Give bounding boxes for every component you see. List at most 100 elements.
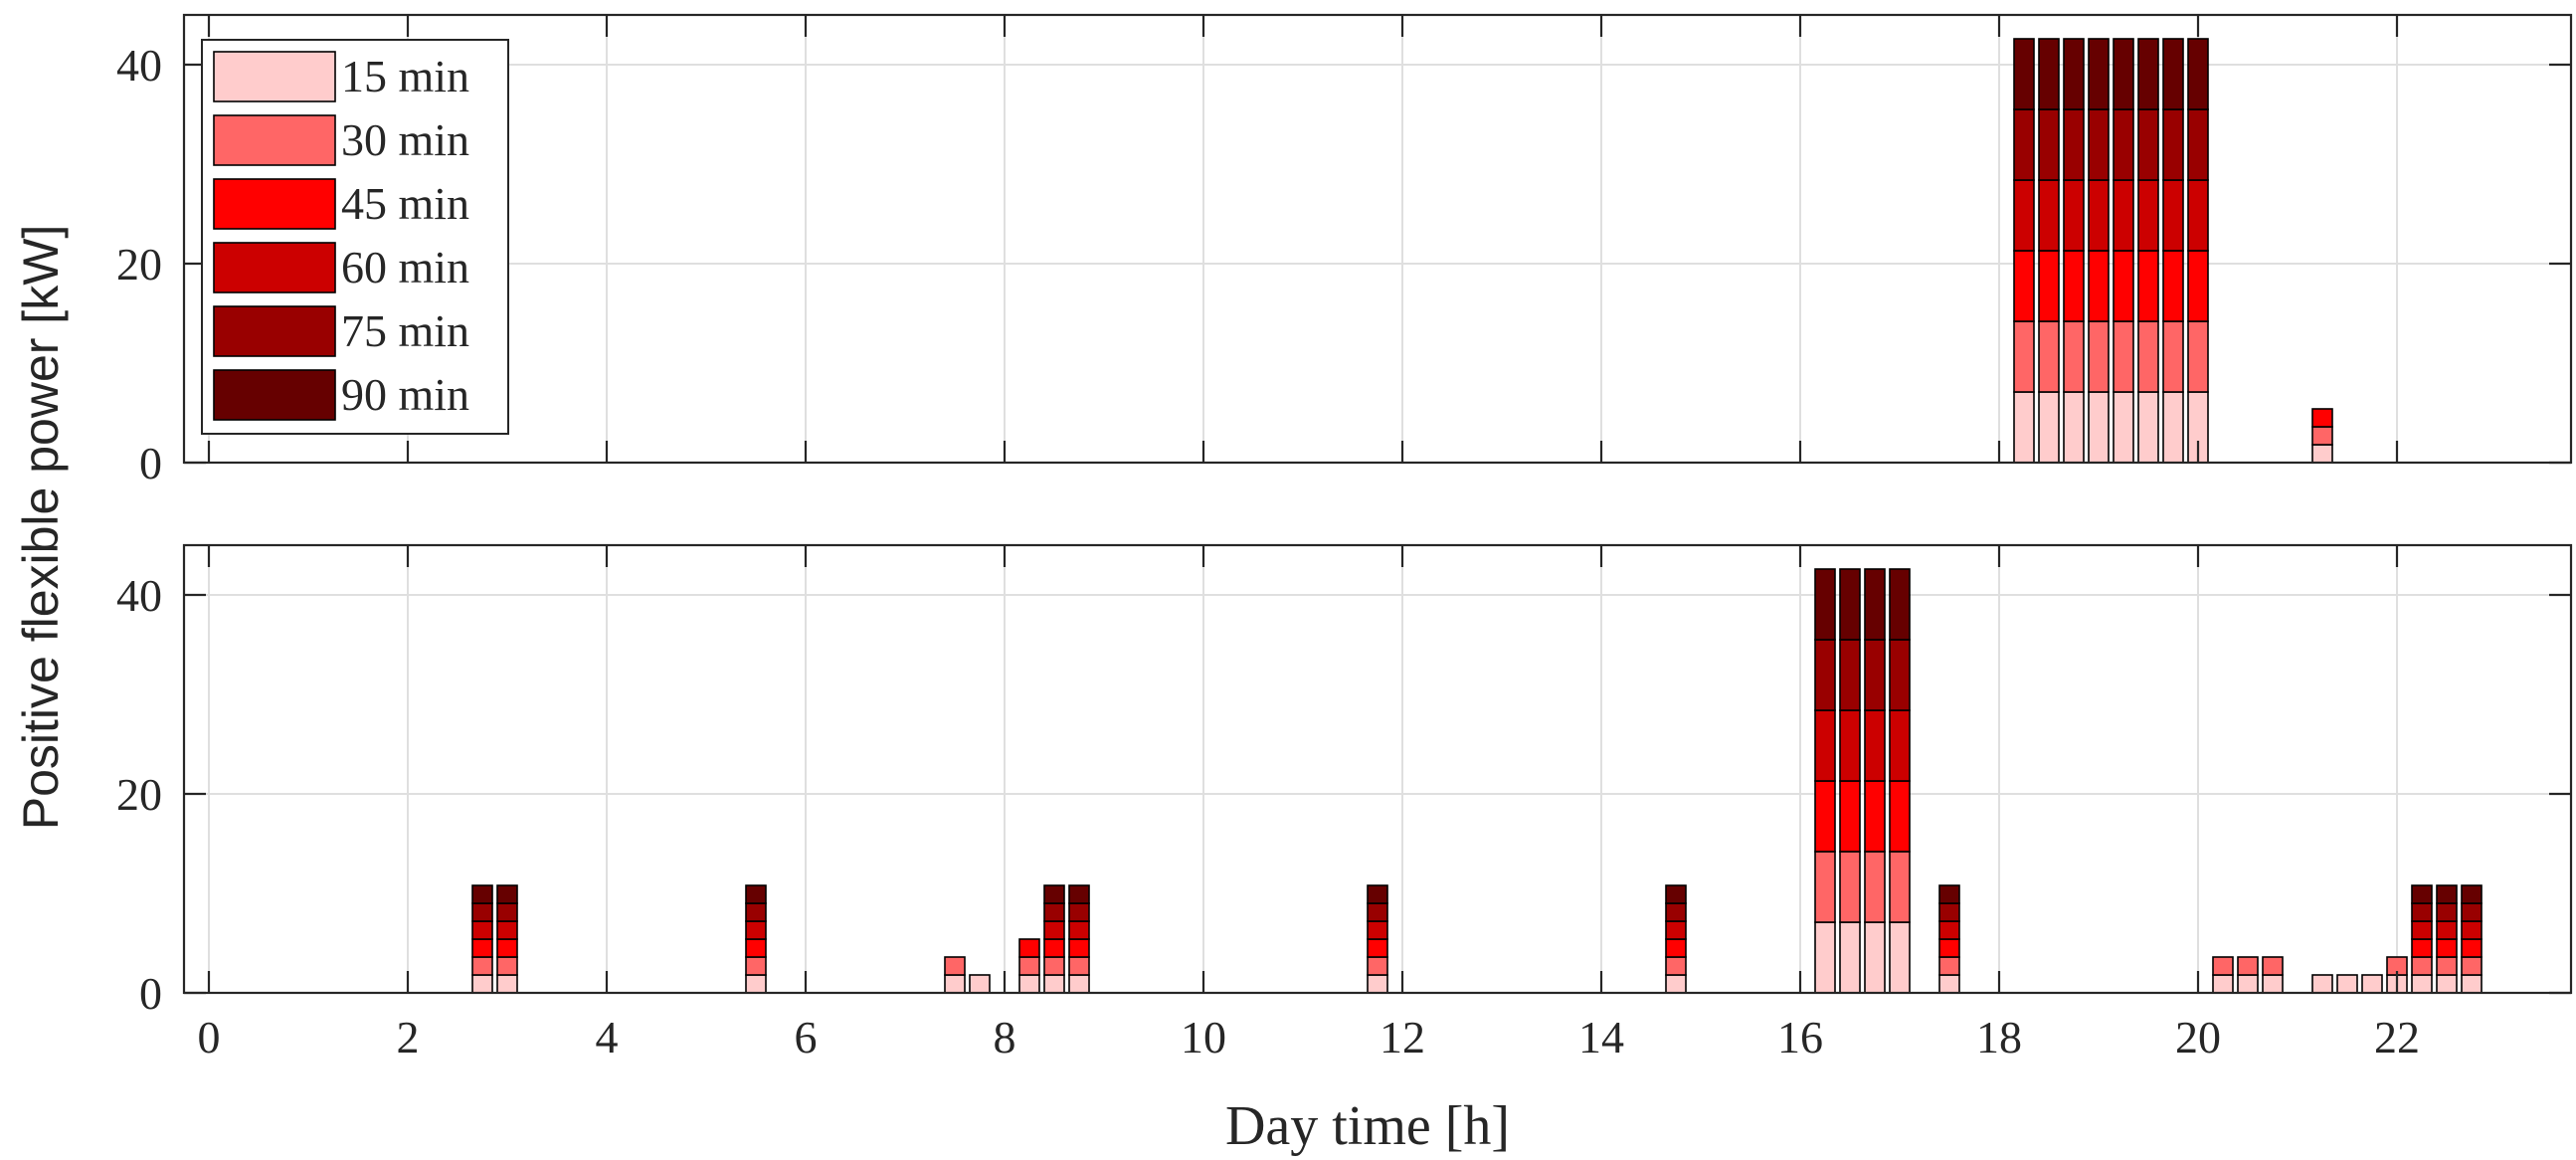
legend-label-5: 90 min bbox=[341, 369, 469, 420]
bar-segment-bottom-8-5 bbox=[1367, 884, 1388, 904]
bar-segment-top-3-1 bbox=[2088, 320, 2110, 393]
bar-segment-bottom-15-0 bbox=[2212, 974, 2234, 994]
bar-segment-bottom-8-0 bbox=[1367, 974, 1388, 994]
x-tick-label: 12 bbox=[1380, 1012, 1425, 1063]
bar-segment-bottom-6-3 bbox=[1043, 920, 1065, 940]
bar-segment-bottom-5-1 bbox=[1018, 956, 1040, 976]
legend-swatch-1 bbox=[213, 114, 336, 166]
y-tick-label: 40 bbox=[116, 570, 162, 621]
bar-segment-bottom-13-4 bbox=[1889, 639, 1911, 711]
bar-segment-top-0-4 bbox=[2013, 108, 2035, 181]
bar-segment-top-7-4 bbox=[2187, 108, 2209, 181]
bar-segment-bottom-24-3 bbox=[2461, 920, 2483, 940]
bar-segment-bottom-12-2 bbox=[1864, 780, 1886, 853]
bar-segment-bottom-0-2 bbox=[471, 938, 493, 958]
legend-label-3: 60 min bbox=[341, 242, 469, 292]
bar-segment-top-3-3 bbox=[2088, 179, 2110, 252]
bar-segment-bottom-4-0 bbox=[969, 974, 991, 994]
bar-segment-top-3-2 bbox=[2088, 250, 2110, 322]
x-tick-label: 16 bbox=[1777, 1012, 1823, 1063]
bar-segment-top-6-0 bbox=[2162, 391, 2184, 464]
bar-segment-bottom-24-5 bbox=[2461, 884, 2483, 904]
bar-segment-top-1-4 bbox=[2038, 108, 2060, 181]
bar-segment-top-4-4 bbox=[2113, 108, 2134, 181]
bar-segment-bottom-17-0 bbox=[2262, 974, 2284, 994]
bar-segment-top-1-1 bbox=[2038, 320, 2060, 393]
legend-label-4: 75 min bbox=[341, 305, 469, 356]
bar-segment-bottom-7-2 bbox=[1068, 938, 1090, 958]
bar-segment-bottom-18-0 bbox=[2311, 974, 2333, 994]
bar-segment-bottom-8-4 bbox=[1367, 902, 1388, 922]
bar-segment-bottom-2-3 bbox=[745, 920, 767, 940]
x-tick-label: 14 bbox=[1578, 1012, 1624, 1063]
bar-segment-top-5-2 bbox=[2137, 250, 2159, 322]
x-tick-label: 0 bbox=[198, 1012, 221, 1063]
bar-segment-top-7-2 bbox=[2187, 250, 2209, 322]
y-tick-label: 0 bbox=[139, 968, 162, 1019]
legend-label-1: 30 min bbox=[341, 114, 469, 165]
bar-segment-bottom-10-4 bbox=[1814, 639, 1836, 711]
bar-segment-bottom-22-1 bbox=[2411, 956, 2433, 976]
bar-segment-top-4-5 bbox=[2113, 38, 2134, 110]
bar-segment-bottom-13-0 bbox=[1889, 921, 1911, 994]
bar-segment-top-5-4 bbox=[2137, 108, 2159, 181]
bar-segment-bottom-11-4 bbox=[1839, 639, 1861, 711]
bar-segment-bottom-8-1 bbox=[1367, 956, 1388, 976]
bar-segment-top-3-4 bbox=[2088, 108, 2110, 181]
bar-segment-bottom-23-5 bbox=[2436, 884, 2458, 904]
bar-segment-top-6-4 bbox=[2162, 108, 2184, 181]
bar-segment-bottom-11-0 bbox=[1839, 921, 1861, 994]
bar-segment-top-2-5 bbox=[2063, 38, 2085, 110]
bar-segment-bottom-22-4 bbox=[2411, 902, 2433, 922]
y-axis-label: Positive flexible power [kW] bbox=[13, 225, 69, 831]
bar-segment-bottom-7-4 bbox=[1068, 902, 1090, 922]
bar-segment-top-7-3 bbox=[2187, 179, 2209, 252]
bar-segment-bottom-7-1 bbox=[1068, 956, 1090, 976]
legend-label-2: 45 min bbox=[341, 178, 469, 229]
bar-segment-bottom-13-2 bbox=[1889, 780, 1911, 853]
bar-segment-bottom-0-3 bbox=[471, 920, 493, 940]
bar-segment-bottom-6-4 bbox=[1043, 902, 1065, 922]
legend-box bbox=[201, 39, 509, 435]
bar-segment-top-7-5 bbox=[2187, 38, 2209, 110]
bar-segment-top-0-5 bbox=[2013, 38, 2035, 110]
bar-segment-bottom-9-2 bbox=[1665, 938, 1687, 958]
bar-segment-top-4-2 bbox=[2113, 250, 2134, 322]
bar-segment-bottom-3-0 bbox=[944, 974, 966, 994]
bar-segment-bottom-1-1 bbox=[496, 956, 518, 976]
top-panel: 0 20 40 bbox=[116, 13, 2573, 488]
bar-segment-top-7-1 bbox=[2187, 320, 2209, 393]
bar-segment-top-5-0 bbox=[2137, 391, 2159, 464]
axes-box bbox=[182, 13, 2573, 465]
bar-segment-bottom-0-5 bbox=[471, 884, 493, 904]
bar-segment-bottom-9-0 bbox=[1665, 974, 1687, 994]
legend: 15 min 30 min 45 min 60 min 75 min 90 min bbox=[201, 39, 509, 435]
bar-segment-bottom-2-0 bbox=[745, 974, 767, 994]
bar-segment-top-8-2 bbox=[2311, 408, 2333, 428]
bar-segment-bottom-19-0 bbox=[2336, 974, 2358, 994]
bar-segment-top-0-0 bbox=[2013, 391, 2035, 464]
legend-swatch-0 bbox=[213, 51, 336, 102]
bar-segment-bottom-22-0 bbox=[2411, 974, 2433, 994]
bar-segment-top-6-3 bbox=[2162, 179, 2184, 252]
bar-segment-bottom-6-2 bbox=[1043, 938, 1065, 958]
bar-segment-bottom-23-1 bbox=[2436, 956, 2458, 976]
bar-segment-bottom-2-5 bbox=[745, 884, 767, 904]
bar-segment-bottom-23-2 bbox=[2436, 938, 2458, 958]
bar-segment-bottom-23-4 bbox=[2436, 902, 2458, 922]
bar-segment-bottom-12-0 bbox=[1864, 921, 1886, 994]
bar-segment-bottom-1-3 bbox=[496, 920, 518, 940]
bar-segment-top-3-5 bbox=[2088, 38, 2110, 110]
bar-segment-bottom-24-4 bbox=[2461, 902, 2483, 922]
bar-segment-bottom-13-3 bbox=[1889, 709, 1911, 782]
x-tick-label: 4 bbox=[596, 1012, 619, 1063]
bar-segment-bottom-0-0 bbox=[471, 974, 493, 994]
bar-segment-top-6-2 bbox=[2162, 250, 2184, 322]
bar-segment-bottom-16-0 bbox=[2237, 974, 2259, 994]
bar-segment-top-1-5 bbox=[2038, 38, 2060, 110]
bar-segment-bottom-16-1 bbox=[2237, 956, 2259, 976]
x-tick-label: 10 bbox=[1181, 1012, 1226, 1063]
x-tick-label: 2 bbox=[397, 1012, 420, 1063]
bar-segment-bottom-14-4 bbox=[1938, 902, 1960, 922]
bar-segment-top-4-3 bbox=[2113, 179, 2134, 252]
